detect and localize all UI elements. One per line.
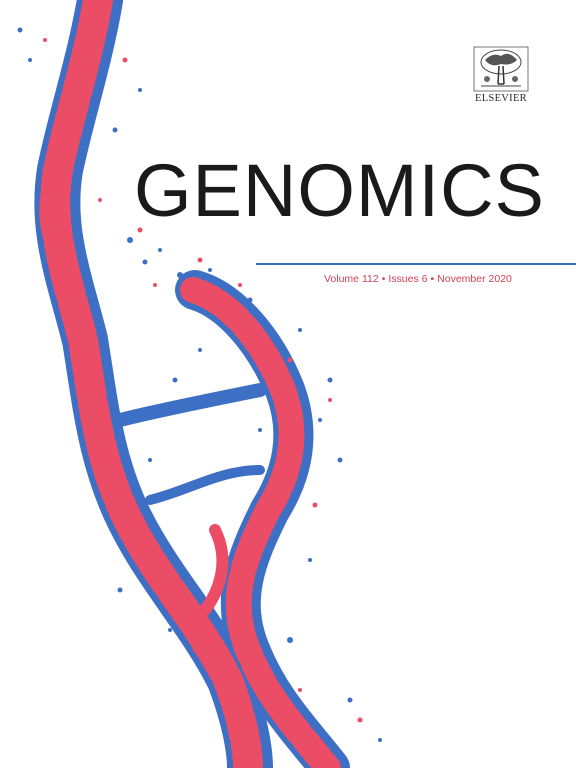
issues-label: Issues 6 (388, 273, 428, 285)
journal-title: GENOMICS (134, 149, 545, 232)
title-rule (256, 263, 576, 265)
date-label: November 2020 (437, 273, 512, 285)
separator: • (430, 273, 435, 285)
publisher-logo: ELSEVIER (466, 46, 536, 112)
separator: • (381, 273, 386, 285)
publisher-name: ELSEVIER (475, 93, 527, 104)
issue-info: Volume 112 • Issues 6 • November 2020 (324, 273, 512, 285)
elsevier-tree-icon (473, 46, 529, 92)
volume-label: Volume 112 (324, 273, 379, 285)
